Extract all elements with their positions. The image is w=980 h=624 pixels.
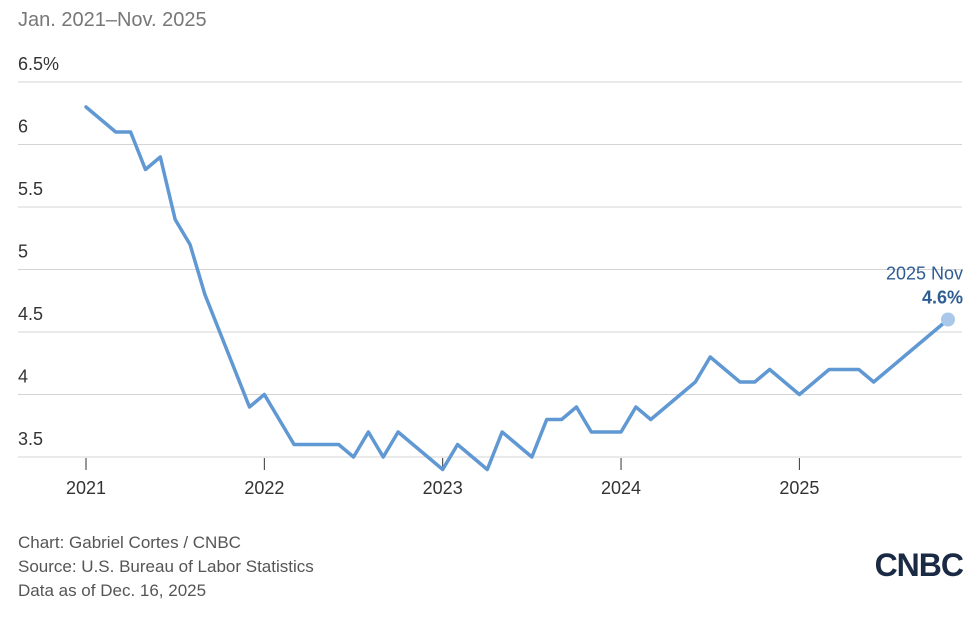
y-tick-label: 3.5 bbox=[18, 429, 43, 449]
y-tick-label: 5 bbox=[18, 242, 28, 262]
x-tick-label: 2024 bbox=[601, 478, 641, 498]
y-tick-label: 6.5% bbox=[18, 54, 59, 74]
x-tick-label: 2022 bbox=[244, 478, 284, 498]
y-tick-label: 4.5 bbox=[18, 304, 43, 324]
x-tick-label: 2021 bbox=[66, 478, 106, 498]
y-tick-label: 5.5 bbox=[18, 179, 43, 199]
end-point bbox=[941, 312, 955, 327]
footer-source: Source: U.S. Bureau of Labor Statistics bbox=[18, 557, 314, 576]
chart-subtitle: Jan. 2021–Nov. 2025 bbox=[18, 9, 207, 31]
x-tick-label: 2025 bbox=[779, 478, 819, 498]
annotation-label: 2025 Nov bbox=[886, 264, 963, 284]
footer-credit: Chart: Gabriel Cortes / CNBC bbox=[18, 533, 241, 552]
y-tick-label: 6 bbox=[18, 117, 28, 137]
x-tick-label: 2023 bbox=[423, 478, 463, 498]
annotation-value: 4.6% bbox=[922, 288, 963, 308]
line-series bbox=[84, 105, 950, 472]
footer-date: Data as of Dec. 16, 2025 bbox=[18, 581, 206, 600]
y-tick-label: 4 bbox=[18, 367, 28, 387]
logo: CNBC bbox=[875, 547, 964, 583]
